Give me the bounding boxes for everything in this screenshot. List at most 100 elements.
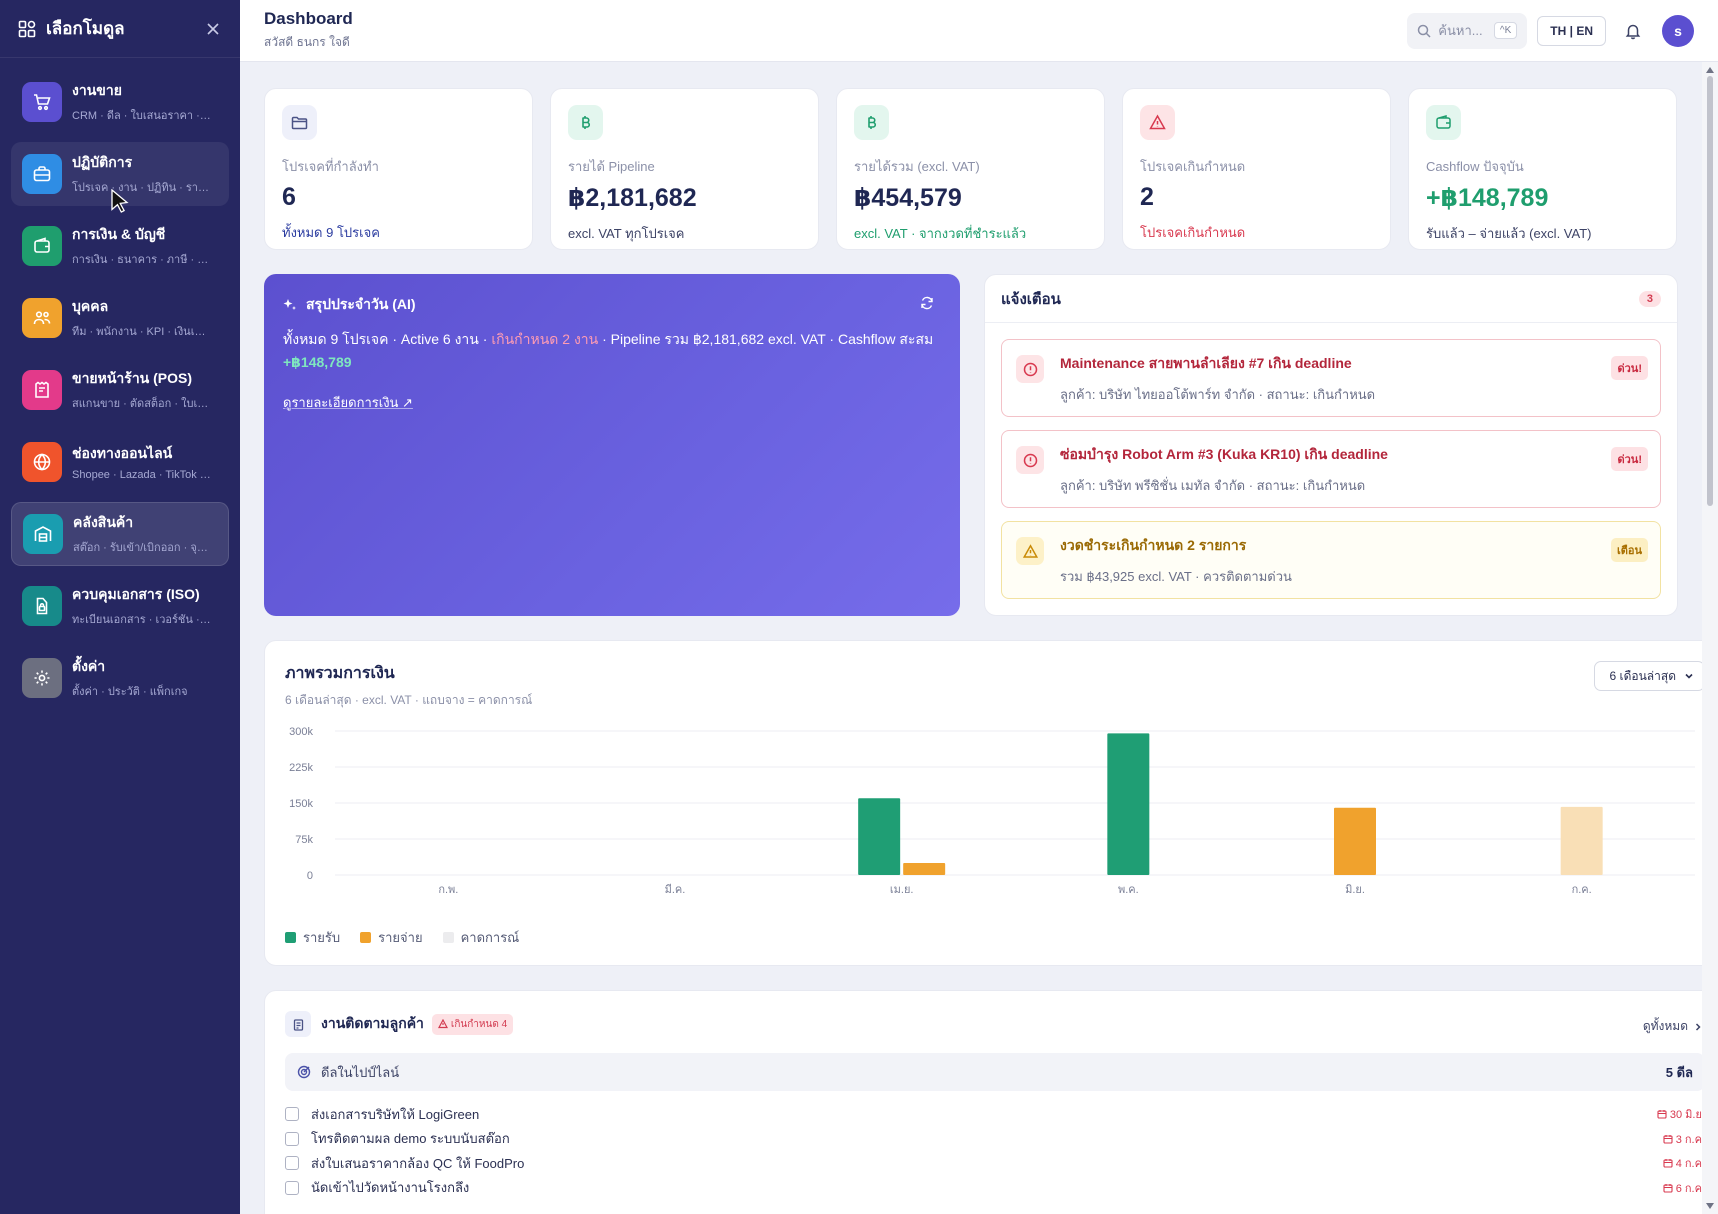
calendar-icon [1663, 1183, 1673, 1193]
module-label: ตั้งค่า [72, 658, 106, 674]
search-box[interactable]: ค้นหา... ^K [1407, 12, 1528, 49]
target-icon [297, 1065, 311, 1079]
gear-icon [22, 658, 62, 698]
module-item-people[interactable]: บุคคล ทีม · พนักงาน · KPI · เงินเดือน [11, 286, 229, 350]
briefcase-icon [22, 154, 62, 194]
module-sidebar: เลือกโมดูล งานขาย CRM · ดีล · ใบเสนอราคา … [0, 0, 240, 1214]
module-item-online[interactable]: ช่องทางออนไลน์ Shopee · Lazada · TikTok S… [11, 430, 229, 494]
task-due-date: 3 ก.ค. [1675, 1133, 1705, 1146]
bar-income [1107, 733, 1150, 875]
followups-header: งานติดตามลูกค้า เกินกำหนด 4 [285, 1011, 1705, 1037]
task-checkbox[interactable] [285, 1107, 299, 1122]
task-checkbox[interactable] [285, 1131, 299, 1146]
finance-overview: ภาพรวมการเงิน 6 เดือนล่าสุด · excl. VAT … [264, 640, 1718, 966]
followup-item: ส่งใบเสนอราคากล้อง QC ให้ FoodPro 4 ก.ค. [285, 1151, 1705, 1176]
y-tick-label: 0 [307, 870, 313, 882]
warning-icon [1140, 105, 1175, 140]
kpi-label: โปรเจคที่กำลังทำ [282, 159, 379, 174]
y-tick-label: 300k [289, 726, 313, 738]
alert-item[interactable]: ซ่อมบำรุง Robot Arm #3 (Kuka KR10) เกิน … [1001, 430, 1661, 508]
scrollbar-thumb[interactable] [1707, 76, 1713, 506]
pipeline-deals-row[interactable]: ดีลในไปป์ไลน์ 5 ดีล [285, 1053, 1705, 1091]
module-item-warehouse[interactable]: คลังสินค้า สต๊อก · รับเข้า/เบิกออก · จุดส… [11, 502, 229, 566]
kpi-label: Cashflow ปัจจุบัน [1426, 159, 1524, 174]
search-icon [1418, 24, 1431, 38]
module-description: Shopee · Lazada · TikTok Shop [72, 469, 212, 481]
module-item-iso-documents[interactable]: ควบคุมเอกสาร (ISO) ทะเบียนเอกสาร · เวอร์ช… [11, 574, 229, 638]
module-item-finance[interactable]: การเงิน & บัญชีการเงิน · ธนาคาร · ภาษี ·… [11, 214, 229, 278]
kpi-value: 6 [282, 183, 296, 211]
legend-label: คาดการณ์ [460, 930, 520, 945]
warehouse-icon [23, 514, 63, 554]
view-finance-details-link[interactable]: ดูรายละเอียดการเงิน ↗ [283, 395, 413, 410]
sidebar-header: เลือกโมดูล [0, 0, 240, 58]
ai-daily-summary: สรุปประจำวัน (AI) ทั้งหมด 9 โปรเจค · Act… [264, 274, 960, 616]
x-tick-label: มี.ค. [665, 883, 686, 896]
module-description: CRM · ดีล · ใบเสนอราคา · ลูกค้า [72, 110, 212, 122]
kpi-row: โปรเจคที่กำลังทำ 6 ทั้งหมด 9 โปรเจค รายไ… [264, 88, 1678, 250]
alert-item[interactable]: Maintenance สายพานลำเลียง #7 เกิน deadli… [1001, 339, 1661, 417]
urgent-badge: ด่วน! [1611, 447, 1648, 471]
module-description: การเงิน · ธนาคาร · ภาษี · บัญชี [72, 254, 212, 266]
search-input[interactable]: ค้นหา... [1438, 23, 1483, 38]
kpi-note: โปรเจคเกินกำหนด [1140, 225, 1246, 240]
task-checkbox[interactable] [285, 1156, 299, 1171]
task-due-date: 30 มิ.ย. [1669, 1109, 1705, 1122]
bar-forecast [1560, 806, 1603, 875]
bell-icon[interactable] [1624, 22, 1642, 40]
module-description: โปรเจค · งาน · ปฏิทิน · รายงาน [72, 182, 212, 194]
close-icon[interactable] [204, 20, 222, 38]
x-tick-label: เม.ย. [890, 884, 914, 896]
alert-detail: ลูกค้า: บริษัท ไทยออโต้พาร์ท จำกัด · สถา… [1060, 387, 1376, 402]
scroll-down-arrow-icon[interactable] [1705, 1202, 1715, 1210]
page-heading: Dashboard สวัสดี ธนกร ใจดี [264, 9, 1407, 52]
warning-badge: เตือน [1610, 538, 1648, 562]
kpi-note: excl. VAT ทุกโปรเจค [568, 226, 685, 241]
mouse-cursor-icon [111, 189, 129, 213]
ai-summary-text: ทั้งหมด 9 โปรเจค · Active 6 งาน · เกินกำ… [283, 328, 941, 374]
x-tick-label: ก.ค. [1572, 884, 1592, 896]
view-all-link[interactable]: ดูทั้งหมด [1643, 1017, 1703, 1036]
finance-subtitle: 6 เดือนล่าสุด · excl. VAT · แถบจาง = คาด… [285, 693, 533, 707]
chevron-right-icon [1695, 1022, 1701, 1031]
calendar-icon [1663, 1134, 1673, 1144]
legend-item-expense: รายจ่าย [360, 927, 423, 948]
module-description: ทะเบียนเอกสาร · เวอร์ชัน · อนุมัติ [72, 614, 212, 626]
followup-item: โทรติดตามผล demo ระบบนับสต๊อก 3 ก.ค. [285, 1127, 1705, 1152]
x-tick-label: พ.ค. [1118, 884, 1139, 896]
calendar-icon [1657, 1110, 1667, 1119]
kpi-value: +฿148,789 [1426, 184, 1549, 212]
refresh-icon[interactable] [920, 296, 934, 310]
alert-item[interactable]: งวดชำระเกินกำหนด 2 รายการ รวม ฿43,925 exc… [1001, 521, 1661, 599]
period-select[interactable]: 6 เดือนล่าสุด [1594, 661, 1705, 691]
module-item-sales[interactable]: งานขาย CRM · ดีล · ใบเสนอราคา · ลูกค้า [11, 70, 229, 134]
module-item-settings[interactable]: ตั้งค่า ตั้งค่า · ประวัติ · แพ็กเกจ [11, 646, 229, 710]
dashboard-content: โปรเจคที่กำลังทำ 6 ทั้งหมด 9 โปรเจค รายไ… [240, 62, 1718, 1214]
module-item-operations[interactable]: ปฏิบัติการ โปรเจค · งาน · ปฏิทิน · รายงาน [11, 142, 229, 206]
followup-list: ส่งเอกสารบริษัทให้ LogiGreen 30 มิ.ย. โท… [285, 1102, 1705, 1200]
ai-summary-title: สรุปประจำวัน (AI) [306, 296, 416, 312]
avatar[interactable]: s [1662, 14, 1694, 47]
ai-summary-header: สรุปประจำวัน (AI) [283, 294, 941, 316]
folder-icon [282, 105, 317, 140]
scroll-up-arrow-icon[interactable] [1705, 66, 1715, 74]
task-due-date: 4 ก.ค. [1675, 1158, 1705, 1171]
people-icon [22, 298, 62, 338]
followups-title: งานติดตามลูกค้า [321, 1015, 424, 1031]
kpi-value: ฿2,181,682 [568, 184, 697, 212]
language-toggle[interactable]: TH | EN [1537, 15, 1606, 46]
module-label: การเงิน & บัญชี [72, 226, 166, 242]
alert-detail: ลูกค้า: บริษัท พรีซิชั่น เมทัล จำกัด · ส… [1060, 478, 1366, 493]
urgent-badge: ด่วน! [1611, 356, 1648, 380]
module-description: สแกนขาย · ตัดสต็อก · ใบเสร็จ [72, 398, 212, 410]
module-item-pos[interactable]: ขายหน้าร้าน (POS) สแกนขาย · ตัดสต็อก · ใบ… [11, 358, 229, 422]
x-tick-label: มิ.ย. [1345, 884, 1365, 896]
main-scrollbar[interactable] [1702, 62, 1718, 1214]
task-checkbox[interactable] [285, 1180, 299, 1195]
module-label: บุคคล [72, 298, 109, 314]
kpi-note: ทั้งหมด 9 โปรเจค [282, 225, 380, 240]
followup-item: นัดเข้าไปวัดหน้างานโรงกลึง 6 ก.ค. [285, 1176, 1705, 1201]
bar-income [858, 798, 901, 875]
chart-legend: รายรับ รายจ่าย คาดการณ์ [285, 927, 519, 948]
task-label: ส่งเอกสารบริษัทให้ LogiGreen [311, 1106, 480, 1122]
